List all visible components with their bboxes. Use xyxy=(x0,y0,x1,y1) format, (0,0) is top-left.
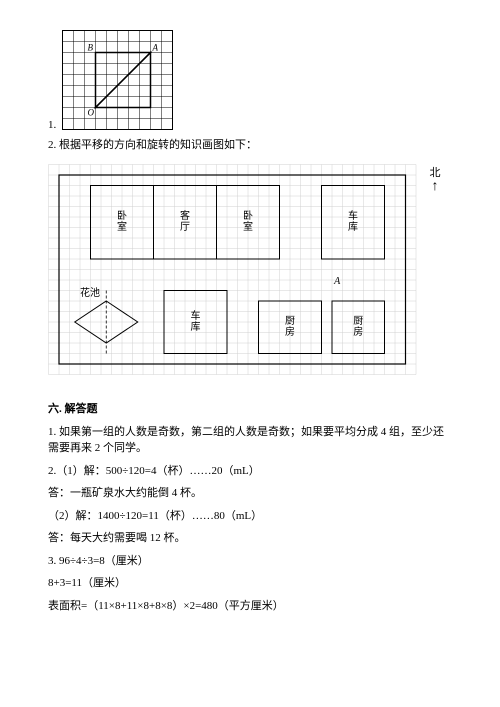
svg-text:库: 库 xyxy=(191,319,201,332)
answer-3-2: 8+3=11（厘米） xyxy=(48,575,452,592)
answer-2-1: 2.（1）解：500÷120=4（杯）……20（mL） xyxy=(48,463,452,480)
north-arrow-icon: ↑ xyxy=(430,180,441,194)
svg-text:房: 房 xyxy=(285,325,295,338)
svg-text:A: A xyxy=(152,43,159,53)
north-label: 北 xyxy=(430,164,441,180)
svg-text:客: 客 xyxy=(180,209,190,222)
svg-text:卧: 卧 xyxy=(117,209,127,222)
floorplan-grid: 卧室客厅卧室车库车库厨房厨房花池A xyxy=(48,164,418,376)
q2-text: 2. 根据平移的方向和旋转的知识画图如下： xyxy=(48,137,452,154)
svg-text:A: A xyxy=(333,276,341,287)
answer-3-3: 表面积=（11×8+11×8+8×8）×2=480（平方厘米） xyxy=(48,598,452,615)
section-6-heading: 六. 解答题 xyxy=(48,400,452,416)
svg-text:厨: 厨 xyxy=(285,315,295,327)
svg-text:厅: 厅 xyxy=(180,222,190,233)
svg-text:房: 房 xyxy=(353,325,363,338)
svg-text:B: B xyxy=(88,43,94,53)
q1-number: 1. xyxy=(48,119,56,131)
svg-text:车: 车 xyxy=(348,209,358,222)
small-triangle-grid: A B O xyxy=(62,30,174,131)
svg-text:库: 库 xyxy=(348,220,358,233)
answer-2-1-conclusion: 答：一瓶矿泉水大约能倒 4 杯。 xyxy=(48,485,452,502)
north-indicator: 北 ↑ xyxy=(430,164,441,194)
answer-3-1: 3. 96÷4÷3=8（厘米） xyxy=(48,553,452,570)
answer-1: 1. 如果第一组的人数是奇数，第二组的人数是奇数；如果要平均分成 4 组，至少还… xyxy=(48,424,452,457)
svg-text:花池: 花池 xyxy=(80,285,100,298)
answer-2-2: （2）解：1400÷120=11（杯）……80（mL） xyxy=(48,508,452,525)
floorplan-wrap: 卧室客厅卧室车库车库厨房厨房花池A 北 ↑ xyxy=(48,164,452,376)
answer-2-2-conclusion: 答：每天大约需要喝 12 杯。 xyxy=(48,530,452,547)
svg-text:卧: 卧 xyxy=(243,209,253,222)
svg-text:厨: 厨 xyxy=(353,315,363,327)
svg-text:车: 车 xyxy=(191,308,201,321)
question-1-figure: 1. A B O xyxy=(48,30,452,131)
svg-text:O: O xyxy=(88,108,95,118)
svg-text:室: 室 xyxy=(117,220,127,233)
svg-text:室: 室 xyxy=(243,220,253,233)
